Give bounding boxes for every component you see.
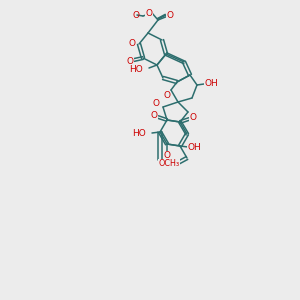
- Text: O: O: [164, 92, 170, 100]
- Text: O: O: [127, 56, 134, 65]
- Text: O: O: [164, 152, 170, 160]
- Text: O: O: [151, 110, 158, 119]
- Text: O: O: [128, 38, 136, 47]
- Text: O: O: [190, 112, 196, 122]
- Text: HO: HO: [129, 64, 143, 74]
- Text: OCH₃: OCH₃: [158, 160, 180, 169]
- Text: O: O: [133, 11, 140, 20]
- Text: O: O: [146, 8, 152, 17]
- Text: OH: OH: [187, 143, 201, 152]
- Text: O: O: [167, 11, 173, 20]
- Text: O: O: [152, 100, 160, 109]
- Text: HO: HO: [132, 130, 146, 139]
- Text: OH: OH: [204, 79, 218, 88]
